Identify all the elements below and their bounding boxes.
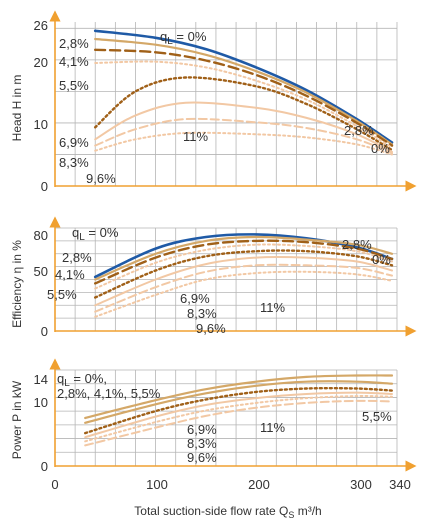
head-label-0-right: 0% [371,141,390,156]
power-label-6-9: 6,9% [187,422,217,437]
efficiency-series-4 [94,243,393,290]
head-series-6 [94,101,393,153]
power-label-ql-0: qL = 0%, [57,371,107,389]
efficiency-panel: 0 50 80 Efficiency η in % qL = 0% 2,8% 4… [10,216,417,339]
power-ytick-0: 0 [41,459,48,474]
efficiency-series-5 [94,249,394,299]
efficiency-series-8 [94,270,393,318]
head-ytick-26: 26 [34,18,48,33]
head-series-5 [94,76,394,152]
eff-label-8-3: 8,3% [187,306,217,321]
head-label-2-8: 2,8% [59,36,89,51]
head-label-ql-0: qL = 0% [160,29,207,47]
head-ytick-10: 10 [34,117,48,132]
efficiency-axes [49,216,417,337]
xtick-300: 300 [350,477,372,492]
head-y-axis-label: Head H in m [10,75,24,142]
head-series-2 [94,37,394,146]
eff-ytick-50: 50 [34,264,48,279]
power-label-group: 2,8%, 4,1%, 5,5% [57,386,161,401]
head-annotations: qL = 0% 2,8% 4,1% 5,5% 6,9% 8,3% 9,6% 11… [59,29,390,186]
head-series-1 [93,29,394,144]
power-annotations: qL = 0%, 2,8%, 4,1%, 5,5% 6,9% 8,3% 9,6%… [57,371,392,465]
eff-label-2-8-right: 2,8% [342,237,372,252]
head-series-7 [94,117,393,155]
power-curves [84,374,394,447]
head-label-9-6: 9,6% [86,171,116,186]
efficiency-series-7 [94,263,393,313]
eff-label-6-9: 6,9% [180,291,210,306]
head-panel: 0 10 20 26 Head H in m qL = 0% 2,8% 4,1%… [10,10,417,194]
efficiency-annotations: qL = 0% 2,8% 4,1% 5,5% 6,9% 8,3% 9,6% 11… [47,225,391,336]
eff-label-4-1: 4,1% [55,267,85,282]
eff-ytick-80: 80 [34,228,48,243]
efficiency-series-2 [94,235,394,281]
head-ytick-20: 20 [34,55,48,70]
xtick-100: 100 [146,477,168,492]
power-label-5-5-right: 5,5% [362,409,392,424]
head-axes [49,10,417,192]
power-y-axis-label: Power P in kW [10,380,24,459]
head-series-4 [94,60,393,149]
power-series-2 [84,380,394,424]
head-series-8 [94,131,393,156]
power-ytick-14: 14 [34,372,48,387]
eff-label-9-6: 9,6% [196,321,226,336]
head-label-8-3: 8,3% [59,155,89,170]
efficiency-series-6 [94,255,393,307]
head-curves [93,29,394,156]
eff-label-2-8: 2,8% [62,250,92,265]
head-y-ticks: 0 10 20 26 [34,18,48,194]
xtick-0: 0 [51,477,58,492]
efficiency-y-ticks: 0 50 80 [34,228,48,339]
eff-ytick-0: 0 [41,324,48,339]
efficiency-series-3 [94,239,394,285]
head-label-2-8-right: 2,8% [344,123,374,138]
head-series-3 [94,48,394,147]
head-label-4-1: 4,1% [59,54,89,69]
power-label-8-3: 8,3% [187,436,217,451]
eff-label-0-right: 0% [372,252,391,267]
efficiency-curves [93,233,394,318]
head-label-5-5: 5,5% [59,78,89,93]
efficiency-y-axis-label: Efficiency η in % [10,240,24,328]
xtick-200: 200 [248,477,270,492]
power-series-4 [84,391,393,439]
power-ytick-10: 10 [34,395,48,410]
eff-label-ql-0: qL = 0% [72,225,119,243]
eff-label-5-5: 5,5% [47,287,77,302]
power-label-11: 11% [260,420,285,435]
power-y-ticks: 0 10 14 [34,372,48,474]
x-axis-label: Total suction-side flow rate QS m³/h [134,504,321,520]
head-label-11: 11% [183,129,208,144]
power-panel: 0 10 14 Power P in kW qL = 0%, 2,8%, 4,1… [10,358,417,474]
power-series-6 [84,399,393,447]
power-series-3 [84,386,394,435]
eff-label-11: 11% [260,300,285,315]
head-ytick-0: 0 [41,179,48,194]
x-axis-ticks: 0 100 200 300 340 [51,477,410,492]
power-axes [49,358,417,472]
head-label-6-9: 6,9% [59,135,89,150]
efficiency-series-1 [93,233,394,279]
power-series-5 [84,395,393,443]
xtick-340: 340 [389,477,411,492]
power-label-9-6: 9,6% [187,450,217,465]
power-series-1 [84,374,394,420]
